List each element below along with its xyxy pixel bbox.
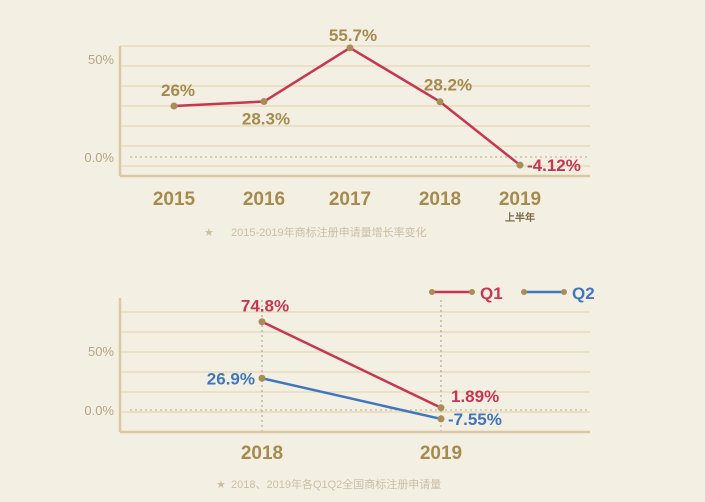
chart2-x-tick-label: 2018 xyxy=(241,443,283,464)
chart2-data-label: 26.9% xyxy=(207,369,255,388)
chart1-data-point xyxy=(170,102,178,110)
chart1-data-point xyxy=(516,161,524,169)
chart2-legend-marker xyxy=(521,289,527,295)
chart2-data-point xyxy=(437,404,445,412)
chart2-legend-marker xyxy=(561,289,567,295)
chart2-x-tick-label: 2019 xyxy=(420,443,462,464)
chart2-legend-label-q1: Q1 xyxy=(480,284,503,303)
chart1-x-subtitle: 上半年 xyxy=(505,211,535,224)
chart2-data-point xyxy=(258,318,266,326)
chart2-data-label: 1.89% xyxy=(451,387,499,406)
chart2-series-line-q2 xyxy=(261,377,442,421)
chart1-data-label: -4.12% xyxy=(527,156,581,175)
chart2-caption-star: ★ xyxy=(216,479,226,491)
chart2-series-line-q1 xyxy=(261,320,442,409)
chart2-legend-marker xyxy=(429,289,435,295)
chart1-y-tick-label: 0.0% xyxy=(84,150,114,165)
chart1-x-tick-label: 2019 xyxy=(499,189,541,210)
chart1-y-tick-label: 50% xyxy=(88,52,114,67)
chart2-data-point xyxy=(258,374,266,382)
chart1-x-tick-label: 2016 xyxy=(243,189,285,210)
chart2-legend-label-q2: Q2 xyxy=(572,284,595,303)
chart1-data-label: 28.2% xyxy=(424,76,472,95)
chart2-data-label: 74.8% xyxy=(241,297,289,316)
chart1-data-label: 28.3% xyxy=(242,110,290,129)
chart1-data-point xyxy=(346,44,354,52)
chart1-caption: 2015-2019年商标注册申请量增长率变化 xyxy=(231,225,427,239)
chart1-data-label: 55.7% xyxy=(329,26,377,45)
chart2-data-point xyxy=(437,415,445,423)
chart1-caption-star: ★ xyxy=(204,227,214,239)
chart1-x-tick-label: 2018 xyxy=(419,189,461,210)
chart1-x-tick-label: 2015 xyxy=(153,189,196,210)
chart1-x-tick-label: 2017 xyxy=(329,189,371,210)
chart2-data-label: -7.55% xyxy=(448,410,502,429)
chart1-data-point xyxy=(436,98,444,106)
chart2-y-tick-label: 50% xyxy=(88,344,114,359)
chart2-caption: 2018、2019年各Q1Q2全国商标注册申请量 xyxy=(231,477,441,491)
chart1-data-point xyxy=(260,98,268,106)
chart1-data-label: 26% xyxy=(161,81,195,100)
chart2-y-tick-label: 0.0% xyxy=(84,403,114,418)
chart2-legend-marker xyxy=(469,289,475,295)
